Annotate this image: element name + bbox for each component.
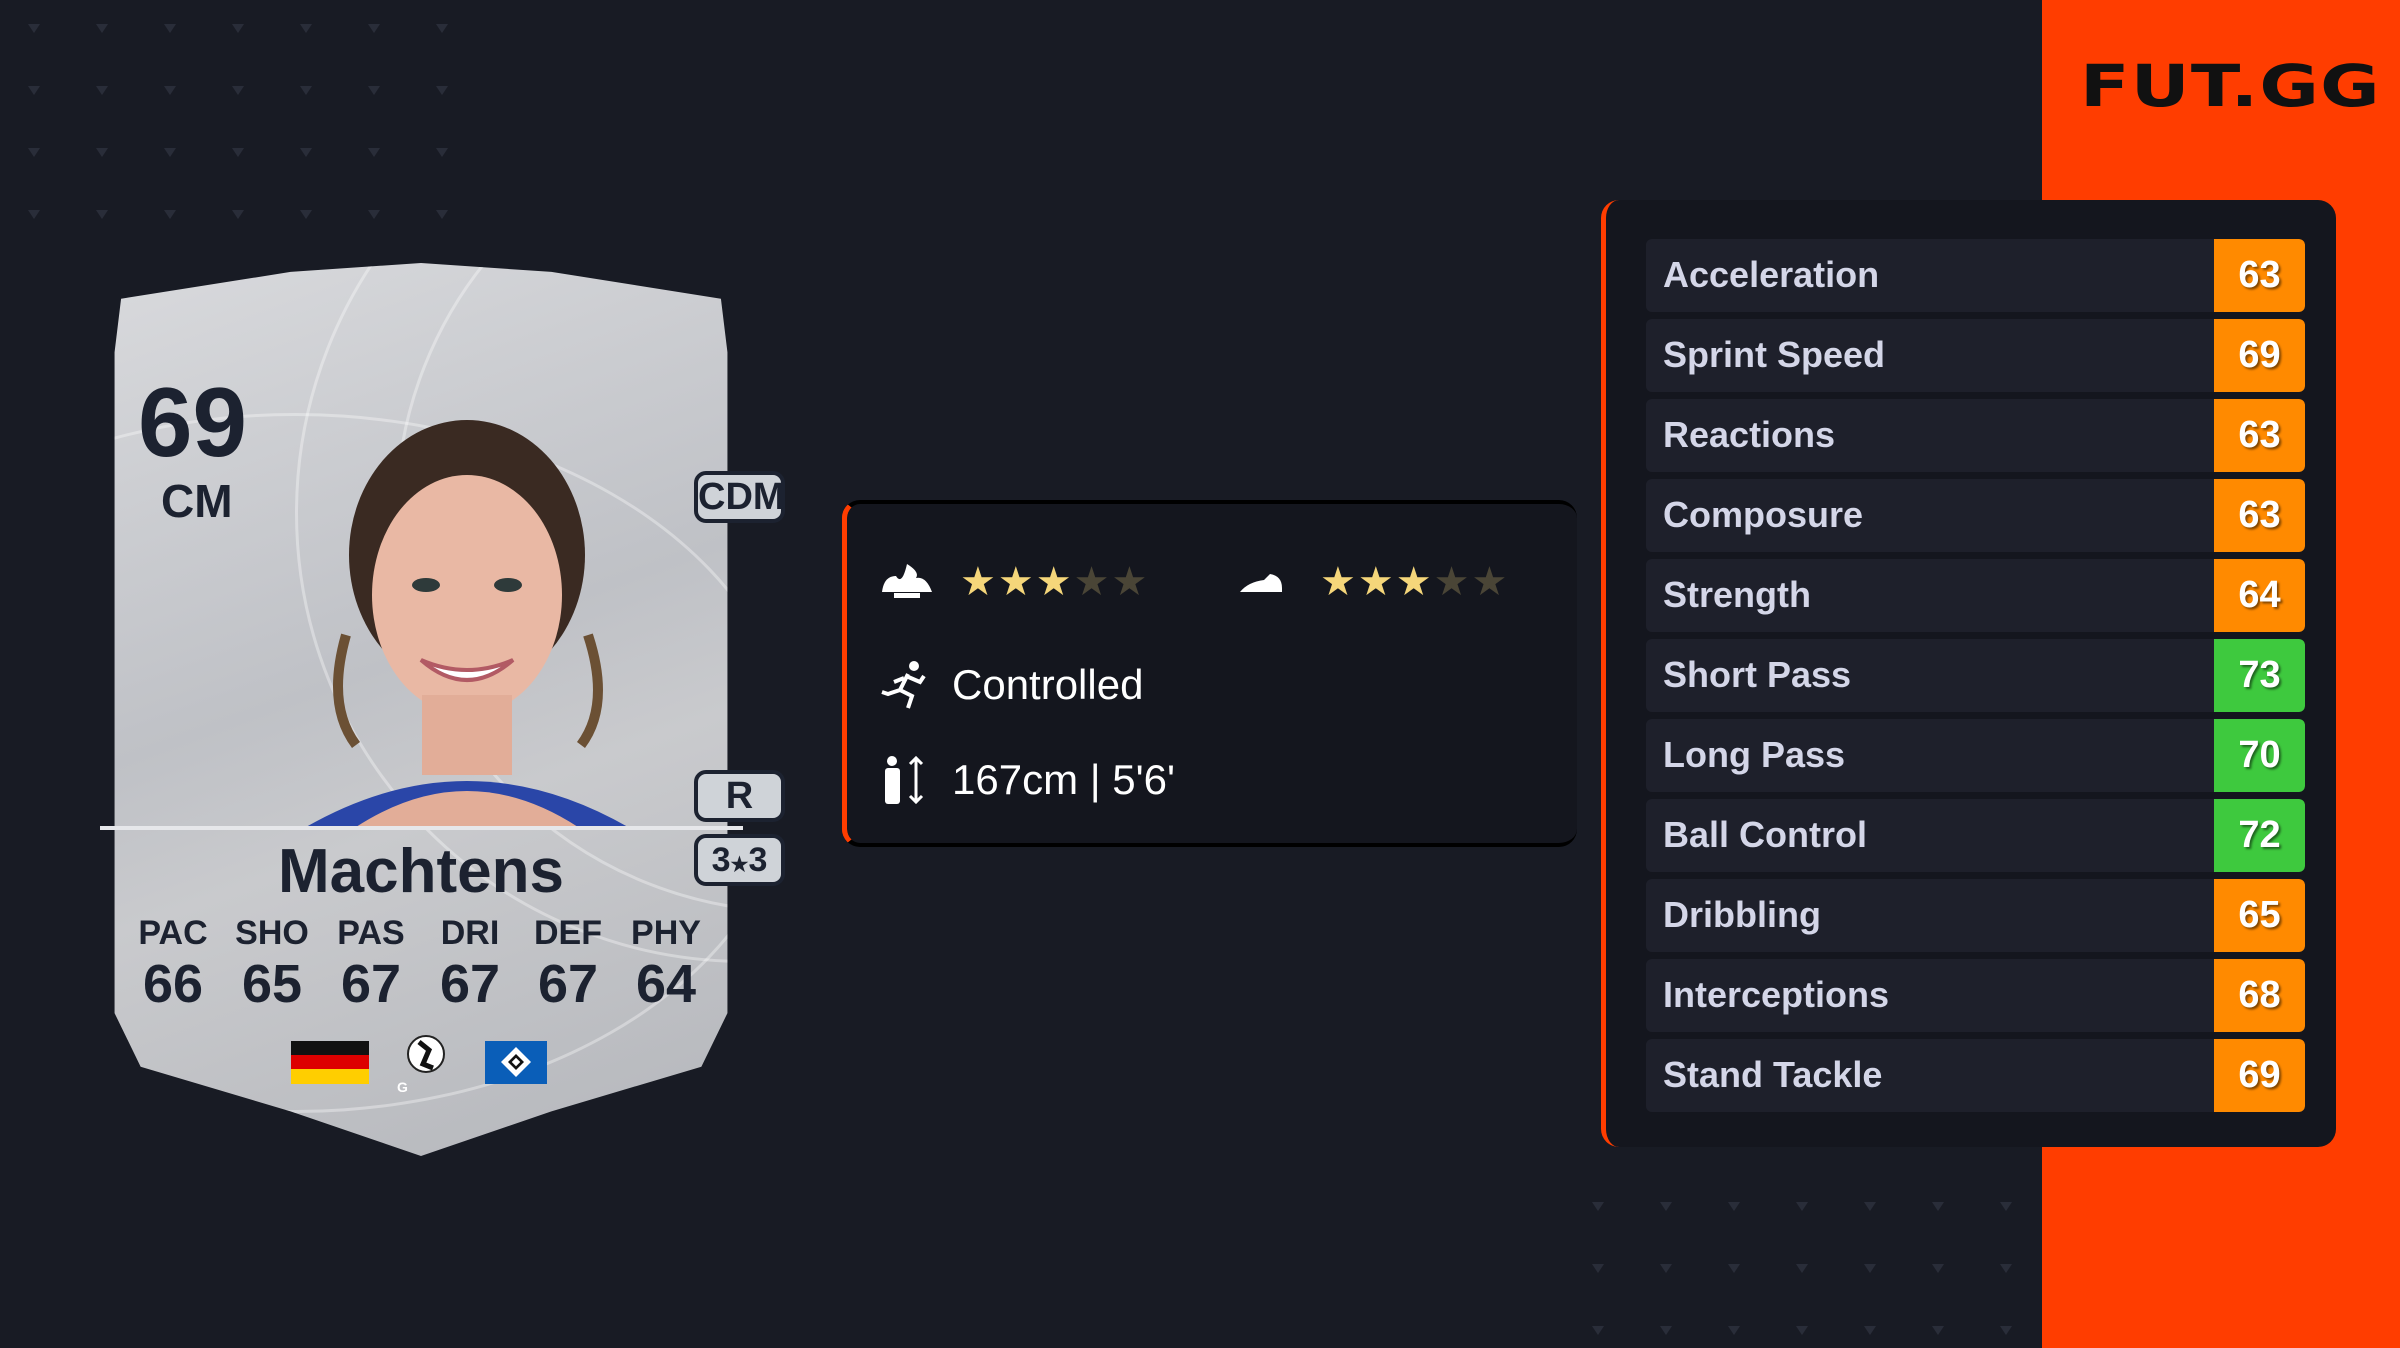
weak-foot-stars: ★★★★★	[1320, 557, 1509, 605]
player-photo	[306, 405, 628, 827]
attribute-label: Interceptions	[1663, 974, 1890, 1015]
player-name: Machtens	[278, 837, 564, 906]
position: CM	[161, 475, 233, 527]
star-filled-icon: ★	[960, 560, 996, 604]
attribute-row: Stand Tackle 69	[1646, 1039, 2305, 1112]
club-hsv-icon	[485, 1041, 547, 1084]
star-filled-icon: ★	[1035, 560, 1072, 604]
jester-hat-icon	[882, 564, 932, 598]
height-row: 167cm | 5'6'	[882, 756, 1175, 804]
attribute-value: 63	[2214, 239, 2305, 312]
star-icon: ★	[730, 854, 749, 876]
attribute-value: 63	[2214, 399, 2305, 472]
attribute-label: Long Pass	[1663, 734, 1846, 775]
attribute-label: Short Pass	[1663, 654, 1852, 695]
star-empty-icon: ★	[1073, 560, 1110, 604]
attribute-label: Reactions	[1663, 414, 1836, 455]
accelerate-type-row: Controlled	[880, 660, 1143, 710]
skill-moves-rating: ★★★★★	[880, 557, 1149, 605]
card-stat-phy: PHY 64	[631, 914, 701, 1014]
star-filled-icon: ★	[1320, 560, 1356, 604]
card-stat-def: DEF 67	[534, 914, 602, 1014]
attribute-row: Interceptions 68	[1646, 959, 2305, 1032]
attribute-value: 63	[2214, 479, 2305, 552]
card-stat-pac: PAC 66	[138, 914, 208, 1014]
attribute-row: Dribbling 65	[1646, 879, 2305, 952]
attribute-label: Sprint Speed	[1663, 334, 1886, 375]
skill-moves-value: 3	[711, 841, 731, 879]
player-info-panel	[842, 500, 1577, 847]
card-divider	[100, 826, 743, 830]
accelerate-type: Controlled	[952, 661, 1144, 708]
preferred-foot-badge: R	[694, 770, 785, 822]
card-stat-sho: SHO 65	[235, 914, 309, 1014]
svg-text:G: G	[397, 1079, 408, 1095]
skill-moves-stars: ★★★★★	[960, 557, 1149, 605]
weak-foot-value: 3	[748, 841, 768, 879]
star-filled-icon: ★	[997, 560, 1034, 604]
attributes-panel: Acceleration 63 Sprint Speed 69 Reactions 63 C…	[1601, 200, 2336, 1147]
star-empty-icon: ★	[1471, 560, 1508, 604]
attribute-value: 65	[2214, 879, 2305, 952]
attribute-row: Sprint Speed 69	[1646, 319, 2305, 392]
germany-flag-icon	[291, 1041, 369, 1084]
attribute-row: Strength 64	[1646, 559, 2305, 632]
attribute-value: 70	[2214, 719, 2305, 792]
running-icon	[881, 661, 926, 709]
attribute-label: Stand Tackle	[1663, 1054, 1883, 1095]
attribute-row: Short Pass 73	[1646, 639, 2305, 712]
attribute-value: 69	[2214, 319, 2305, 392]
star-empty-icon: ★	[1111, 560, 1148, 604]
star-filled-icon: ★	[1357, 560, 1394, 604]
attribute-row: Long Pass 70	[1646, 719, 2305, 792]
attribute-value: 72	[2214, 799, 2305, 872]
height-icon	[885, 756, 924, 804]
attribute-label: Dribbling	[1663, 894, 1821, 935]
attribute-value: 69	[2214, 1039, 2305, 1112]
attribute-value: 73	[2214, 639, 2305, 712]
card-stat-pas: PAS 67	[337, 914, 405, 1014]
league-logo-icon: G	[397, 1035, 445, 1095]
attribute-row: Reactions 63	[1646, 399, 2305, 472]
boot-icon	[1240, 574, 1282, 592]
star-filled-icon: ★	[1395, 560, 1432, 604]
attribute-row: Ball Control 72	[1646, 799, 2305, 872]
card-stat-dri: DRI 67	[439, 914, 501, 1014]
weak-foot-rating: ★★★★★	[1238, 557, 1509, 605]
fut-gg-logo: FUT.GG	[2080, 52, 2381, 120]
player-card	[114, 263, 728, 1156]
skill-weakfoot-badge: 3★3	[694, 834, 785, 886]
height-value: 167cm | 5'6'	[952, 756, 1176, 803]
attribute-label: Composure	[1663, 494, 1864, 535]
attribute-value: 68	[2214, 959, 2305, 1032]
attribute-label: Acceleration	[1663, 254, 1880, 295]
attribute-value: 64	[2214, 559, 2305, 632]
overall-rating: 69	[138, 367, 248, 477]
star-empty-icon: ★	[1433, 560, 1470, 604]
alt-position-badge: CDM	[694, 471, 785, 523]
attribute-row: Acceleration 63	[1646, 239, 2305, 312]
attribute-row: Composure 63	[1646, 479, 2305, 552]
attribute-label: Strength	[1663, 574, 1811, 615]
attribute-label: Ball Control	[1663, 814, 1867, 855]
